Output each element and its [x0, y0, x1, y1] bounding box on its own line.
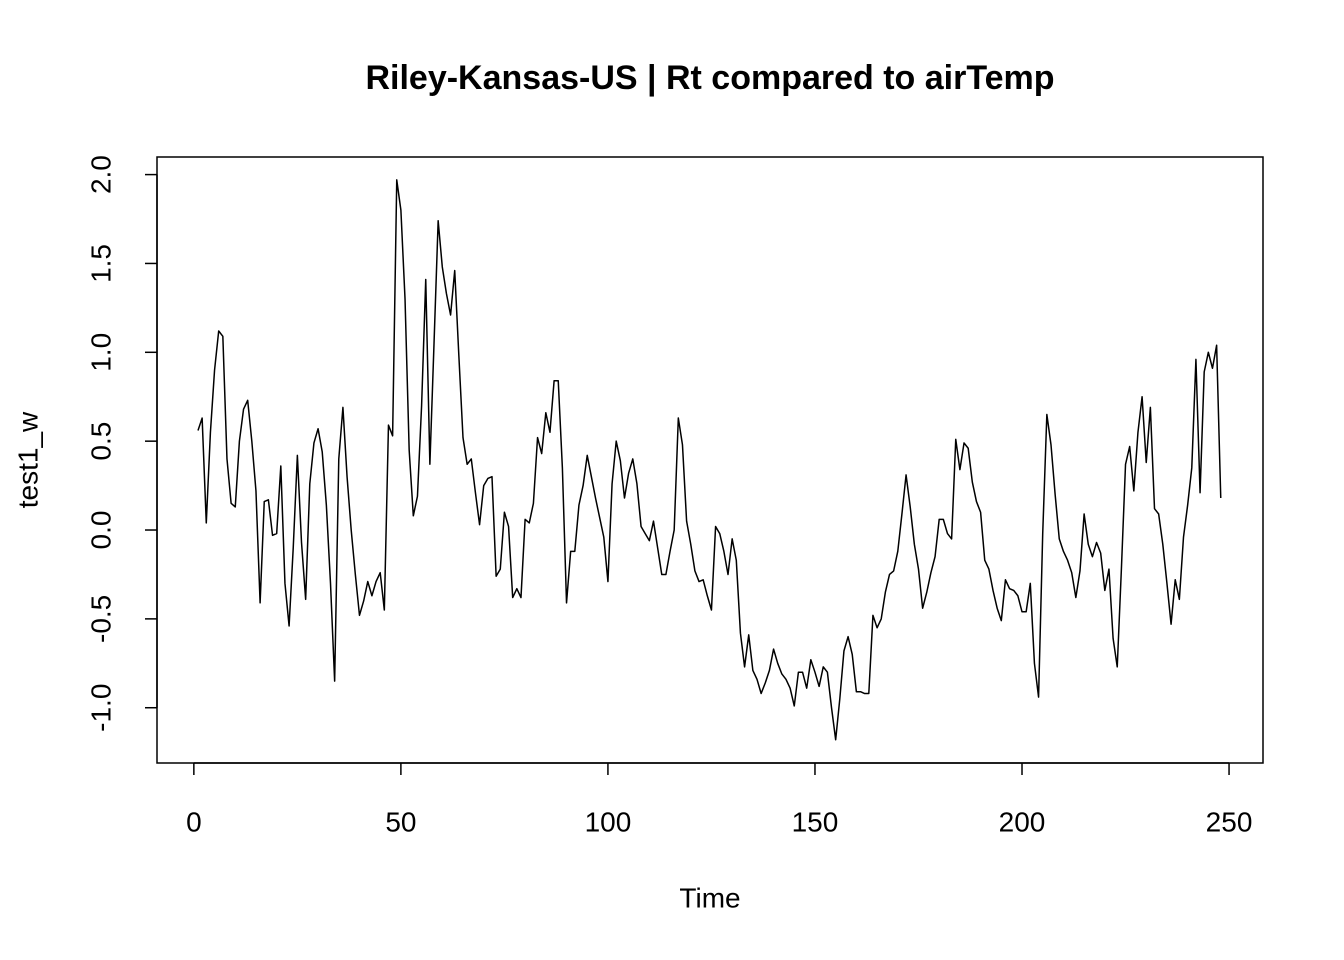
x-tick-label: 50	[385, 806, 416, 837]
data-line	[197, 179, 1222, 741]
y-axis-title: test1_w	[12, 411, 43, 508]
y-tick-label: 0.0	[85, 511, 116, 550]
x-tick-label: 100	[585, 806, 632, 837]
x-axis-title: Time	[679, 882, 740, 913]
y-tick-label: 2.0	[85, 155, 116, 194]
y-tick-label: 1.5	[85, 244, 116, 283]
y-tick-label: 0.5	[85, 422, 116, 461]
chart-title: Riley-Kansas-US | Rt compared to airTemp	[365, 59, 1054, 97]
x-tick-label: 250	[1206, 806, 1253, 837]
y-tick-label: -0.5	[85, 595, 116, 643]
x-tick-label: 0	[186, 806, 202, 837]
y-tick-label: 1.0	[85, 333, 116, 372]
x-tick-label: 150	[792, 806, 839, 837]
x-tick-label: 200	[999, 806, 1046, 837]
y-tick-label: -1.0	[85, 684, 116, 732]
